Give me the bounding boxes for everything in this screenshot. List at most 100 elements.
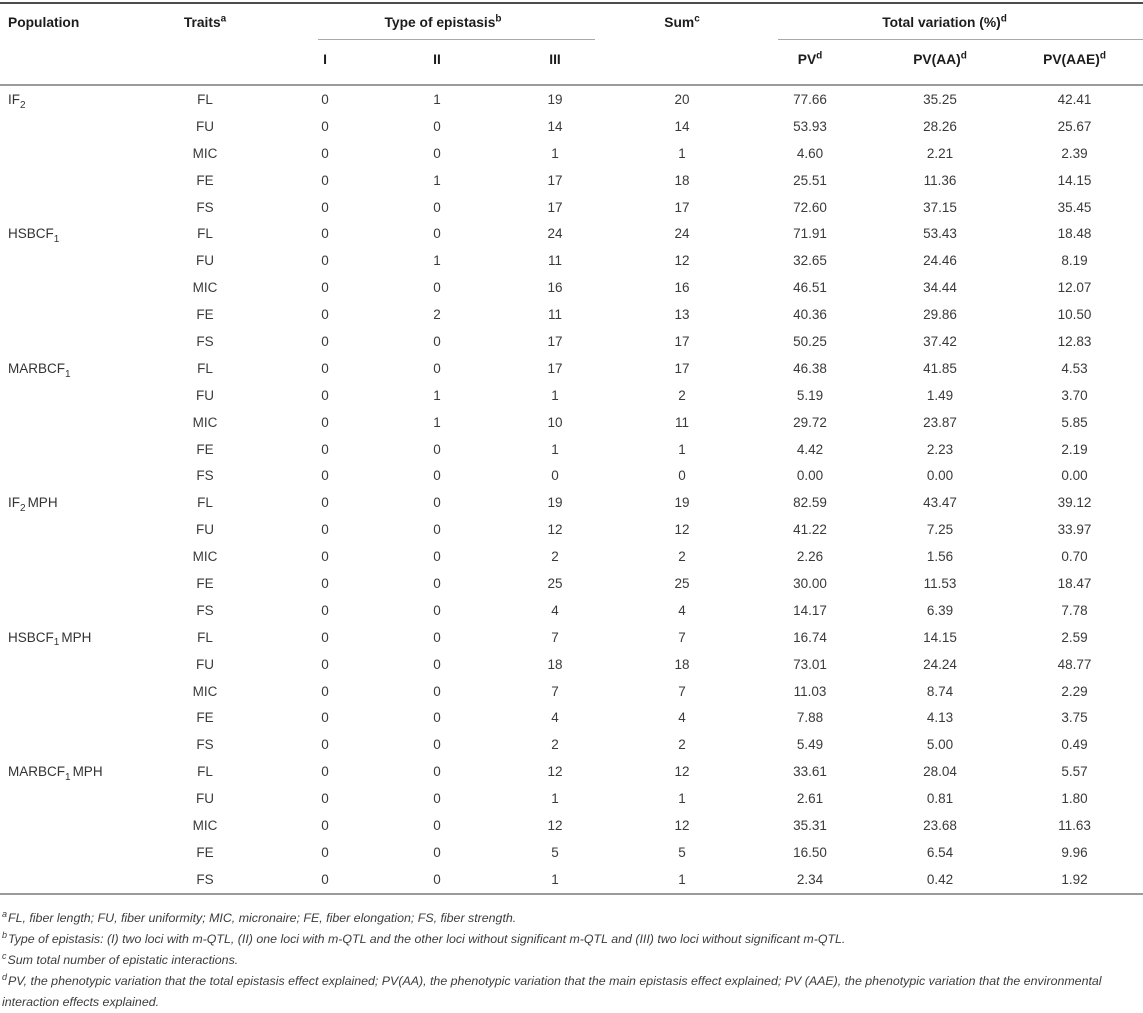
col-header-epistasis-III: III <box>549 52 561 67</box>
II-cell: 0 <box>433 844 441 860</box>
table-row: MIC 0 1 10 11 29.72 23.87 5.85 <box>0 409 1143 436</box>
table-row: MARBCF1 FL 0 0 17 17 46.38 41.85 4.53 <box>0 355 1143 382</box>
col-header-epistasis-I: I <box>323 52 327 67</box>
pv-cell: 16.74 <box>793 629 827 645</box>
I-cell: 0 <box>321 602 329 618</box>
III-cell: 17 <box>547 360 563 376</box>
pv-aa-cell: 29.86 <box>923 307 957 323</box>
population-spacer <box>0 678 142 705</box>
sum-cell: 1 <box>678 145 686 161</box>
table-row: FU 0 0 18 18 73.01 24.24 48.77 <box>0 651 1143 678</box>
pv-aa-cell: 8.74 <box>926 683 954 699</box>
trait-cell: FL <box>197 629 213 645</box>
II-cell: 0 <box>433 441 441 457</box>
III-cell: 7 <box>551 629 559 645</box>
population-spacer <box>0 543 142 570</box>
II-cell: 0 <box>433 817 441 833</box>
table-row: FE 0 0 25 25 30.00 11.53 18.47 <box>0 570 1143 597</box>
III-cell: 4 <box>551 710 559 726</box>
pv-aae-cell: 12.07 <box>1057 280 1092 296</box>
col-group-variation: Total variation (%)d <box>746 3 1143 43</box>
trait-cell: FS <box>196 199 214 215</box>
population-pre: IF <box>8 91 20 107</box>
pv-aae-cell: 3.70 <box>1061 387 1088 403</box>
pv-aae-cell: 18.47 <box>1057 575 1092 591</box>
sum-cell: 4 <box>678 602 686 618</box>
III-cell: 12 <box>547 817 563 833</box>
III-cell: 19 <box>492 84 619 113</box>
III-cell: 2 <box>551 549 559 565</box>
sum-cell: 25 <box>674 575 690 591</box>
III-cell: 7 <box>551 683 559 699</box>
II-cell: 0 <box>433 468 441 484</box>
trait-cell: FU <box>196 118 214 134</box>
population-label: HSBCF1 MPH <box>0 624 142 651</box>
III-cell: 1 <box>551 145 559 161</box>
trait-cell: FE <box>196 575 214 591</box>
population-subscript: 1 <box>53 234 60 246</box>
pv-aae-cell: 33.97 <box>1057 522 1092 538</box>
footnote-d-text: PV, the phenotypic variation that the to… <box>2 973 1102 1009</box>
table-row: FE 0 0 4 4 7.88 4.13 3.75 <box>0 704 1143 731</box>
population-label: IF2 <box>0 84 142 113</box>
variation-group-label: Total variation (%) <box>882 15 1001 30</box>
table-row: FE 0 0 1 1 4.42 2.23 2.19 <box>0 436 1143 463</box>
III-cell: 2 <box>551 737 559 753</box>
sum-cell: 2 <box>678 549 686 565</box>
table-row: HSBCF1 MPH FL 0 0 7 7 16.74 14.15 2.59 <box>0 624 1143 651</box>
pv-cell: 0.00 <box>796 468 824 484</box>
pv-aa-cell: 35.25 <box>874 84 1007 113</box>
I-cell: 0 <box>321 387 329 403</box>
population-spacer <box>0 731 142 758</box>
trait-cell: FU <box>196 791 214 807</box>
pv-cell: 4.60 <box>796 145 824 161</box>
III-cell: 10 <box>547 414 563 430</box>
trait-cell: FE <box>196 441 214 457</box>
pv-aa-cell: 28.04 <box>923 764 957 780</box>
III-cell: 17 <box>547 199 563 215</box>
II-cell: 2 <box>433 307 441 323</box>
pv-aa-cell: 1.49 <box>926 387 954 403</box>
I-cell: 0 <box>321 844 329 860</box>
pv-aa-cell: 28.26 <box>923 118 957 134</box>
pv-aa-cell: 23.87 <box>923 414 957 430</box>
sum-cell: 13 <box>674 307 690 323</box>
I-cell: 0 <box>321 710 329 726</box>
III-cell: 1 <box>551 791 559 807</box>
table-row: FU 0 0 12 12 41.22 7.25 33.97 <box>0 516 1143 543</box>
population-spacer <box>0 194 142 221</box>
pv-cell: 73.01 <box>793 656 827 672</box>
table-row: FS 0 0 17 17 72.60 37.15 35.45 <box>0 194 1143 221</box>
pv-cell: 7.88 <box>796 710 824 726</box>
II-cell: 0 <box>433 656 441 672</box>
col-header-traits: Traitsa <box>142 3 268 85</box>
pv-aae-header-sup: d <box>1099 50 1106 62</box>
population-post: MPH <box>27 495 58 511</box>
pv-aae-cell: 14.15 <box>1057 172 1092 188</box>
pv-aa-cell: 5.00 <box>926 737 954 753</box>
II-cell: 0 <box>433 226 441 242</box>
II-cell: 0 <box>382 865 492 895</box>
pv-aa-header-sup: d <box>960 50 967 62</box>
trait-cell: FS <box>142 865 268 895</box>
population-label: IF2 MPH <box>0 489 142 516</box>
pv-aa-cell: 2.21 <box>926 145 954 161</box>
trait-cell: FS <box>196 602 214 618</box>
pv-cell: 2.61 <box>796 791 824 807</box>
sum-cell: 1 <box>678 791 686 807</box>
III-cell: 1 <box>551 441 559 457</box>
population-subscript: 2 <box>20 99 26 111</box>
sum-cell: 2 <box>678 737 686 753</box>
pv-aae-cell: 1.80 <box>1061 791 1088 807</box>
table-row: FU 0 1 11 12 32.65 24.46 8.19 <box>0 247 1143 274</box>
population-spacer <box>0 704 142 731</box>
table-row: MIC 0 0 1 1 4.60 2.21 2.39 <box>0 140 1143 167</box>
trait-cell: FL <box>142 84 268 113</box>
pv-aae-cell: 35.45 <box>1057 199 1092 215</box>
pv-cell: 11.03 <box>793 683 827 699</box>
epistasis-group-underline <box>318 39 596 40</box>
sum-cell: 0 <box>678 468 686 484</box>
II-cell: 0 <box>433 360 441 376</box>
III-cell: 24 <box>547 226 563 242</box>
II-cell: 0 <box>433 710 441 726</box>
